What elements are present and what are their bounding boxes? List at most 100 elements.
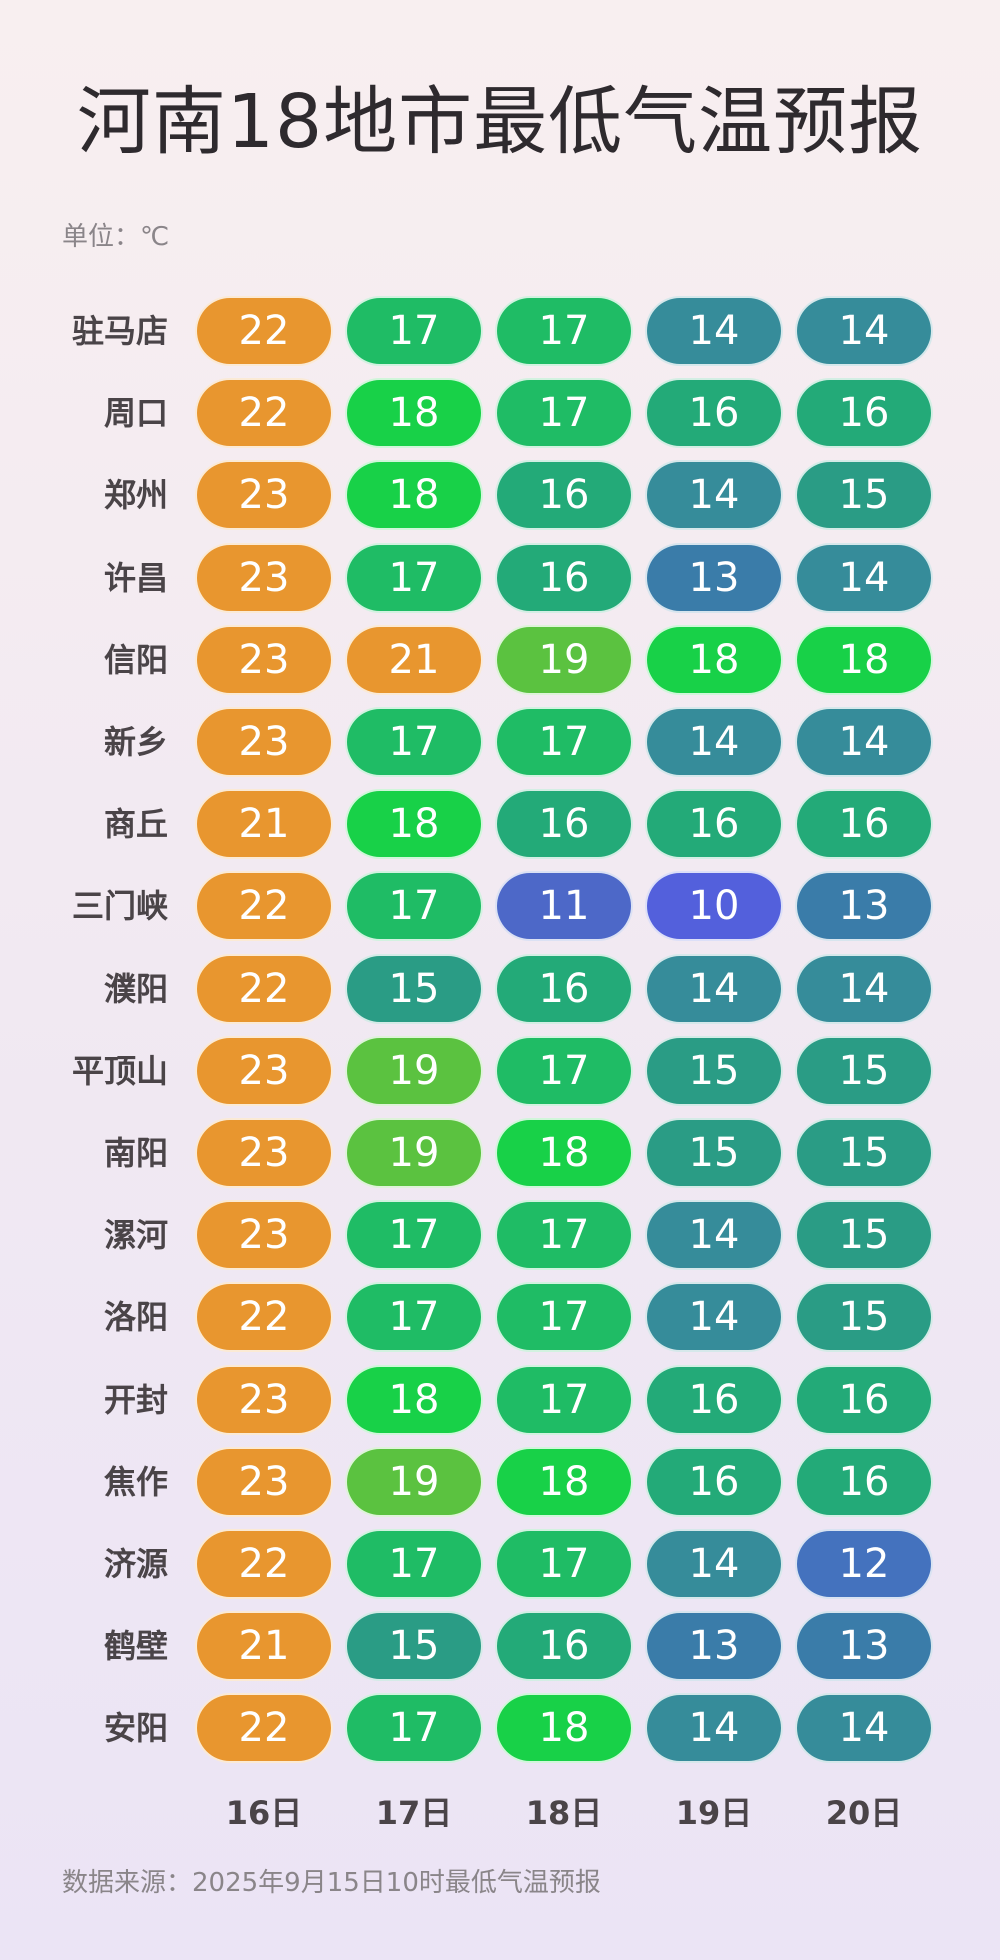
temperature-cell: 18: [495, 1118, 633, 1188]
temperature-cell: 23: [195, 1447, 333, 1517]
temperature-cell: 21: [195, 789, 333, 859]
temperature-cell: 14: [795, 296, 933, 366]
city-label: 商丘: [103, 805, 168, 843]
temperature-cell: 17: [495, 1200, 633, 1270]
temperature-cell: 15: [795, 1118, 933, 1188]
temperature-cell: 19: [495, 625, 633, 695]
temperature-cell: 19: [345, 1036, 483, 1106]
temperature-cell: 17: [495, 707, 633, 777]
temperature-cell: 17: [495, 296, 633, 366]
chart-title: 河南18地市最低气温预报: [76, 79, 924, 165]
source-footer: 数据来源：2025年9月15日10时最低气温预报: [62, 1868, 601, 1898]
temperature-cell: 17: [495, 378, 633, 448]
date-label: 16日: [225, 1794, 303, 1832]
city-label: 焦作: [103, 1463, 168, 1501]
city-label: 济源: [103, 1545, 168, 1583]
temperature-cell: 17: [495, 1365, 633, 1435]
temperature-cell: 23: [195, 460, 333, 530]
city-label: 濮阳: [103, 970, 168, 1008]
temperature-cell: 14: [795, 543, 933, 613]
temperature-cell: 18: [345, 460, 483, 530]
temperature-cell: 13: [795, 1611, 933, 1681]
temperature-cell: 22: [195, 1693, 333, 1763]
temperature-cell: 14: [645, 1200, 783, 1270]
city-label: 驻马店: [71, 312, 168, 350]
temperature-cell: 14: [645, 954, 783, 1024]
city-label: 开封: [103, 1381, 168, 1419]
temperature-cell: 17: [345, 1693, 483, 1763]
city-label: 漯河: [103, 1216, 168, 1254]
temperature-cell: 17: [495, 1529, 633, 1599]
temperature-cell: 14: [795, 1693, 933, 1763]
temperature-cell: 18: [345, 1365, 483, 1435]
temperature-cell: 17: [345, 543, 483, 613]
temperature-cell: 14: [645, 296, 783, 366]
temperature-cell: 17: [345, 707, 483, 777]
temperature-cell: 18: [645, 625, 783, 695]
temperature-cell: 23: [195, 543, 333, 613]
temperature-cell: 21: [195, 1611, 333, 1681]
city-label: 鹤壁: [103, 1627, 168, 1665]
temperature-cell: 16: [645, 789, 783, 859]
city-label: 平顶山: [71, 1052, 168, 1090]
temperature-cell: 19: [345, 1447, 483, 1517]
city-label: 信阳: [103, 641, 168, 679]
temperature-cell: 17: [345, 871, 483, 941]
temperature-cell: 14: [645, 1693, 783, 1763]
temperature-cell: 16: [795, 789, 933, 859]
city-label: 郑州: [103, 476, 168, 514]
date-label: 18日: [525, 1794, 603, 1832]
temperature-cell: 22: [195, 296, 333, 366]
temperature-cell: 18: [495, 1447, 633, 1517]
temperature-cell: 23: [195, 1200, 333, 1270]
temperature-cell: 23: [195, 625, 333, 695]
temperature-cell: 18: [795, 625, 933, 695]
temperature-cell: 22: [195, 1282, 333, 1352]
temperature-cell: 16: [645, 1365, 783, 1435]
temperature-cell: 16: [495, 543, 633, 613]
temperature-cell: 17: [495, 1282, 633, 1352]
date-label: 20日: [825, 1794, 903, 1832]
temperature-cell: 18: [345, 789, 483, 859]
city-label: 许昌: [103, 559, 168, 597]
temperature-cell: 16: [495, 954, 633, 1024]
temperature-cell: 16: [645, 1447, 783, 1517]
temperature-cell: 12: [795, 1529, 933, 1599]
temperature-cell: 16: [795, 1365, 933, 1435]
temperature-cell: 10: [645, 871, 783, 941]
temperature-cell: 23: [195, 1118, 333, 1188]
temperature-cell: 15: [645, 1036, 783, 1106]
temperature-cell: 15: [795, 1036, 933, 1106]
temperature-cell: 13: [795, 871, 933, 941]
temperature-cell: 14: [645, 460, 783, 530]
temperature-cell: 14: [795, 954, 933, 1024]
temperature-cell: 15: [795, 1282, 933, 1352]
temperature-cell: 16: [495, 789, 633, 859]
temperature-cell: 17: [345, 1529, 483, 1599]
temperature-cell: 14: [795, 707, 933, 777]
temperature-cell: 17: [345, 1282, 483, 1352]
unit-label: 单位：℃: [62, 222, 170, 252]
temperature-cell: 17: [495, 1036, 633, 1106]
city-label: 新乡: [103, 723, 168, 761]
temperature-cell: 13: [645, 1611, 783, 1681]
temperature-cell: 19: [345, 1118, 483, 1188]
temperature-cell: 15: [345, 1611, 483, 1681]
city-label: 洛阳: [103, 1298, 168, 1336]
temperature-cell: 22: [195, 954, 333, 1024]
temperature-cell: 23: [195, 707, 333, 777]
temperature-cell: 22: [195, 1529, 333, 1599]
temperature-cell: 16: [645, 378, 783, 448]
temperature-cell: 17: [345, 296, 483, 366]
temperature-cell: 13: [645, 543, 783, 613]
date-label: 17日: [375, 1794, 453, 1832]
temperature-cell: 22: [195, 378, 333, 448]
temperature-cell: 18: [345, 378, 483, 448]
temperature-cell: 14: [645, 1282, 783, 1352]
city-label: 安阳: [103, 1709, 168, 1747]
temperature-cell: 23: [195, 1365, 333, 1435]
temperature-cell: 16: [795, 378, 933, 448]
temperature-cell: 17: [345, 1200, 483, 1270]
temperature-cell: 22: [195, 871, 333, 941]
temperature-cell: 21: [345, 625, 483, 695]
